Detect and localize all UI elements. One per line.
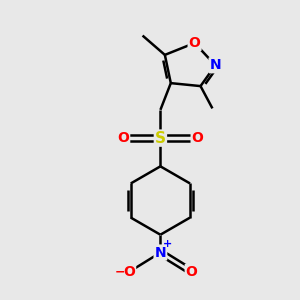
Text: O: O	[186, 265, 197, 279]
Text: S: S	[155, 130, 166, 146]
Text: −: −	[115, 266, 125, 279]
Text: N: N	[210, 58, 221, 72]
Text: O: O	[117, 131, 129, 145]
Text: O: O	[192, 131, 203, 145]
Text: +: +	[163, 239, 172, 249]
Text: N: N	[154, 245, 166, 260]
Text: O: O	[189, 36, 200, 50]
Text: O: O	[123, 265, 135, 279]
